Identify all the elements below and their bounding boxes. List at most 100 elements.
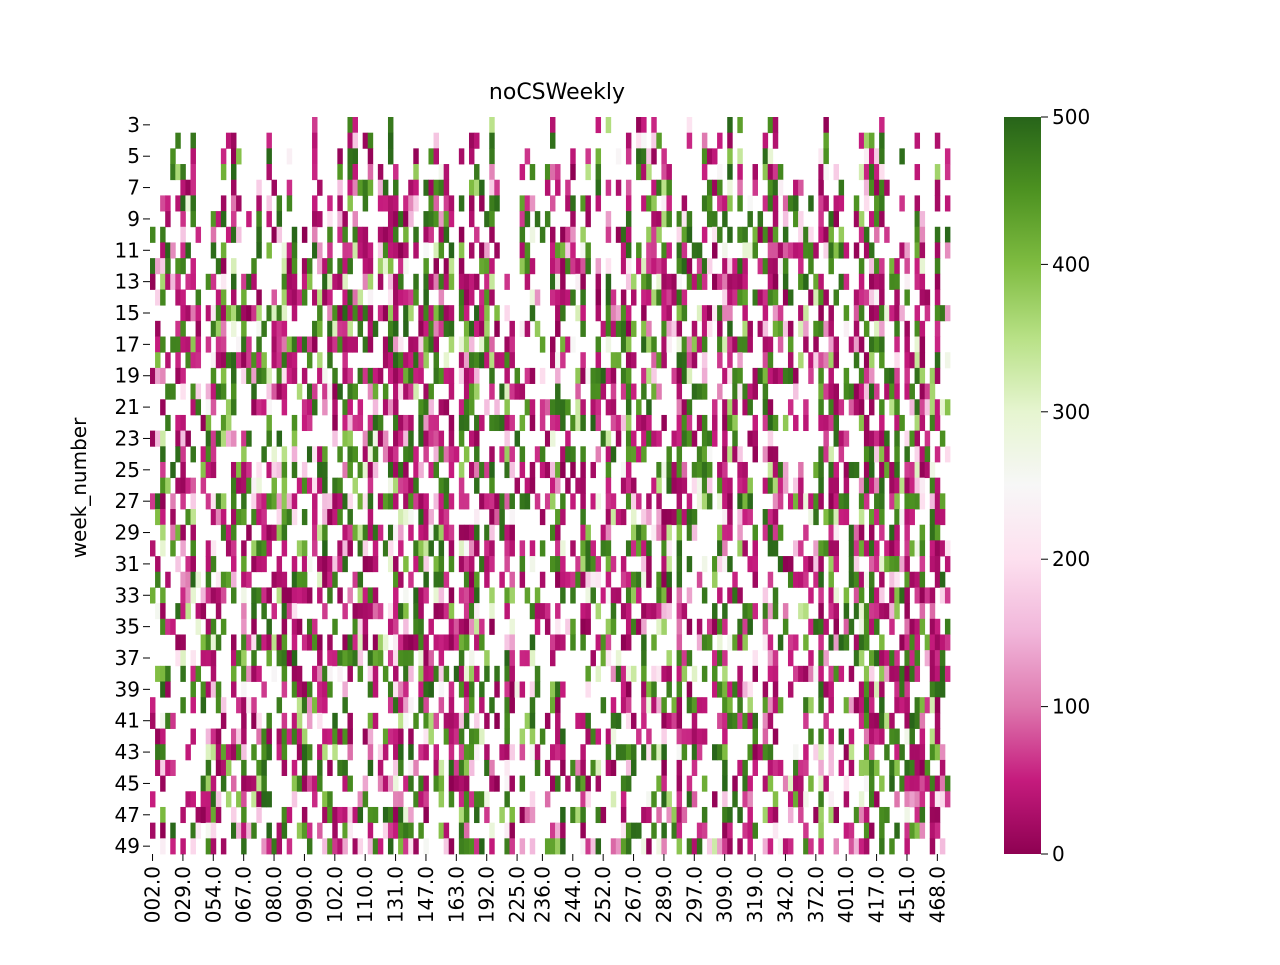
heatmap-cell bbox=[271, 838, 277, 855]
heatmap-cell bbox=[772, 446, 779, 463]
heatmap-cell bbox=[762, 603, 769, 620]
heatmap-cell bbox=[874, 211, 880, 228]
heatmap-cell bbox=[362, 179, 369, 196]
heatmap-cell bbox=[676, 493, 683, 510]
heatmap-cell bbox=[782, 258, 789, 275]
heatmap-cell bbox=[646, 430, 652, 447]
heatmap-cell bbox=[403, 352, 409, 369]
heatmap-cell bbox=[737, 179, 743, 196]
heatmap-cell bbox=[787, 336, 794, 353]
heatmap-cell bbox=[919, 540, 926, 557]
heatmap-cell bbox=[610, 383, 617, 400]
heatmap-cell bbox=[393, 650, 399, 667]
heatmap-cell bbox=[160, 289, 166, 306]
heatmap-cell bbox=[534, 446, 541, 463]
heatmap-cell bbox=[727, 117, 733, 134]
heatmap-cell bbox=[180, 540, 186, 557]
heatmap-cell bbox=[347, 164, 353, 181]
heatmap-cell bbox=[767, 289, 774, 306]
heatmap-cell bbox=[894, 399, 900, 416]
heatmap-cell bbox=[706, 838, 713, 855]
heatmap-cell bbox=[884, 650, 890, 667]
heatmap-cell bbox=[347, 822, 353, 839]
heatmap-cell bbox=[474, 430, 480, 447]
heatmap-cell bbox=[337, 806, 343, 824]
heatmap-cell bbox=[499, 744, 505, 761]
heatmap-cell bbox=[605, 759, 612, 776]
heatmap-cell bbox=[509, 665, 515, 682]
heatmap-cell bbox=[484, 540, 490, 557]
heatmap-cell bbox=[939, 430, 946, 447]
heatmap-cell bbox=[484, 305, 490, 322]
heatmap-cell bbox=[894, 430, 900, 447]
heatmap-cell bbox=[889, 383, 895, 400]
heatmap-cell bbox=[661, 603, 667, 620]
heatmap-cell bbox=[205, 399, 212, 416]
heatmap-cell bbox=[656, 697, 662, 714]
heatmap-cell bbox=[944, 399, 951, 416]
heatmap-cell bbox=[539, 571, 546, 588]
heatmap-cell bbox=[438, 587, 445, 604]
x-tick-label: 002.0 bbox=[141, 866, 165, 923]
heatmap-cell bbox=[281, 540, 288, 557]
heatmap-cell bbox=[686, 273, 693, 290]
heatmap-cell bbox=[433, 759, 439, 776]
heatmap-cell bbox=[393, 759, 399, 776]
heatmap-cell bbox=[504, 759, 510, 776]
x-tick-label: 067.0 bbox=[232, 866, 256, 923]
heatmap-cell bbox=[793, 195, 799, 212]
heatmap-cell bbox=[170, 524, 176, 541]
heatmap-cell bbox=[833, 540, 839, 557]
heatmap-cell bbox=[701, 258, 708, 275]
heatmap-cell bbox=[671, 822, 677, 839]
heatmap-cell bbox=[261, 320, 267, 337]
heatmap-cell bbox=[271, 352, 277, 369]
heatmap-cell bbox=[438, 556, 445, 573]
heatmap-cell bbox=[337, 320, 343, 337]
heatmap-cell bbox=[387, 775, 394, 792]
heatmap-cell bbox=[646, 556, 652, 573]
heatmap-cell bbox=[894, 273, 900, 290]
heatmap-cell bbox=[276, 634, 283, 651]
heatmap-cell bbox=[798, 273, 804, 290]
heatmap-cell bbox=[291, 493, 298, 510]
heatmap-cell bbox=[631, 352, 637, 369]
heatmap-cell bbox=[934, 399, 941, 416]
heatmap-cell bbox=[474, 477, 480, 494]
heatmap-cell bbox=[306, 336, 313, 353]
heatmap-cell bbox=[357, 305, 364, 322]
colorbar-tick-label: 100 bbox=[1052, 695, 1090, 719]
heatmap-cell bbox=[752, 759, 758, 776]
heatmap-cell bbox=[590, 650, 596, 667]
heatmap-cell bbox=[595, 117, 602, 134]
heatmap-cell bbox=[150, 822, 156, 839]
heatmap-cell bbox=[205, 414, 212, 432]
heatmap-cell bbox=[580, 556, 586, 573]
heatmap-cell bbox=[666, 587, 672, 604]
heatmap-cell bbox=[286, 806, 293, 824]
heatmap-cell bbox=[367, 430, 374, 447]
heatmap-cell bbox=[671, 461, 677, 479]
x-tick-label: 029.0 bbox=[171, 866, 195, 923]
heatmap-cell bbox=[393, 367, 399, 384]
heatmap-cell bbox=[225, 132, 232, 149]
heatmap-cell bbox=[504, 352, 510, 369]
heatmap-cell bbox=[175, 352, 181, 369]
heatmap-cell bbox=[747, 430, 753, 447]
heatmap-cell bbox=[539, 226, 546, 243]
heatmap-cell bbox=[934, 336, 941, 353]
heatmap-cell bbox=[580, 540, 586, 557]
heatmap-cell bbox=[853, 211, 860, 228]
heatmap-cell bbox=[150, 697, 156, 714]
heatmap-cell bbox=[610, 587, 617, 604]
heatmap-cell bbox=[150, 587, 156, 604]
heatmap-cell bbox=[767, 367, 774, 384]
heatmap-cell bbox=[190, 336, 196, 353]
heatmap-cell bbox=[722, 493, 728, 510]
heatmap-cell bbox=[524, 806, 531, 824]
heatmap-cell bbox=[231, 211, 237, 228]
heatmap-cell bbox=[752, 414, 758, 432]
heatmap-cell bbox=[210, 242, 217, 259]
heatmap-cell bbox=[408, 728, 414, 745]
heatmap-cell bbox=[190, 838, 196, 855]
